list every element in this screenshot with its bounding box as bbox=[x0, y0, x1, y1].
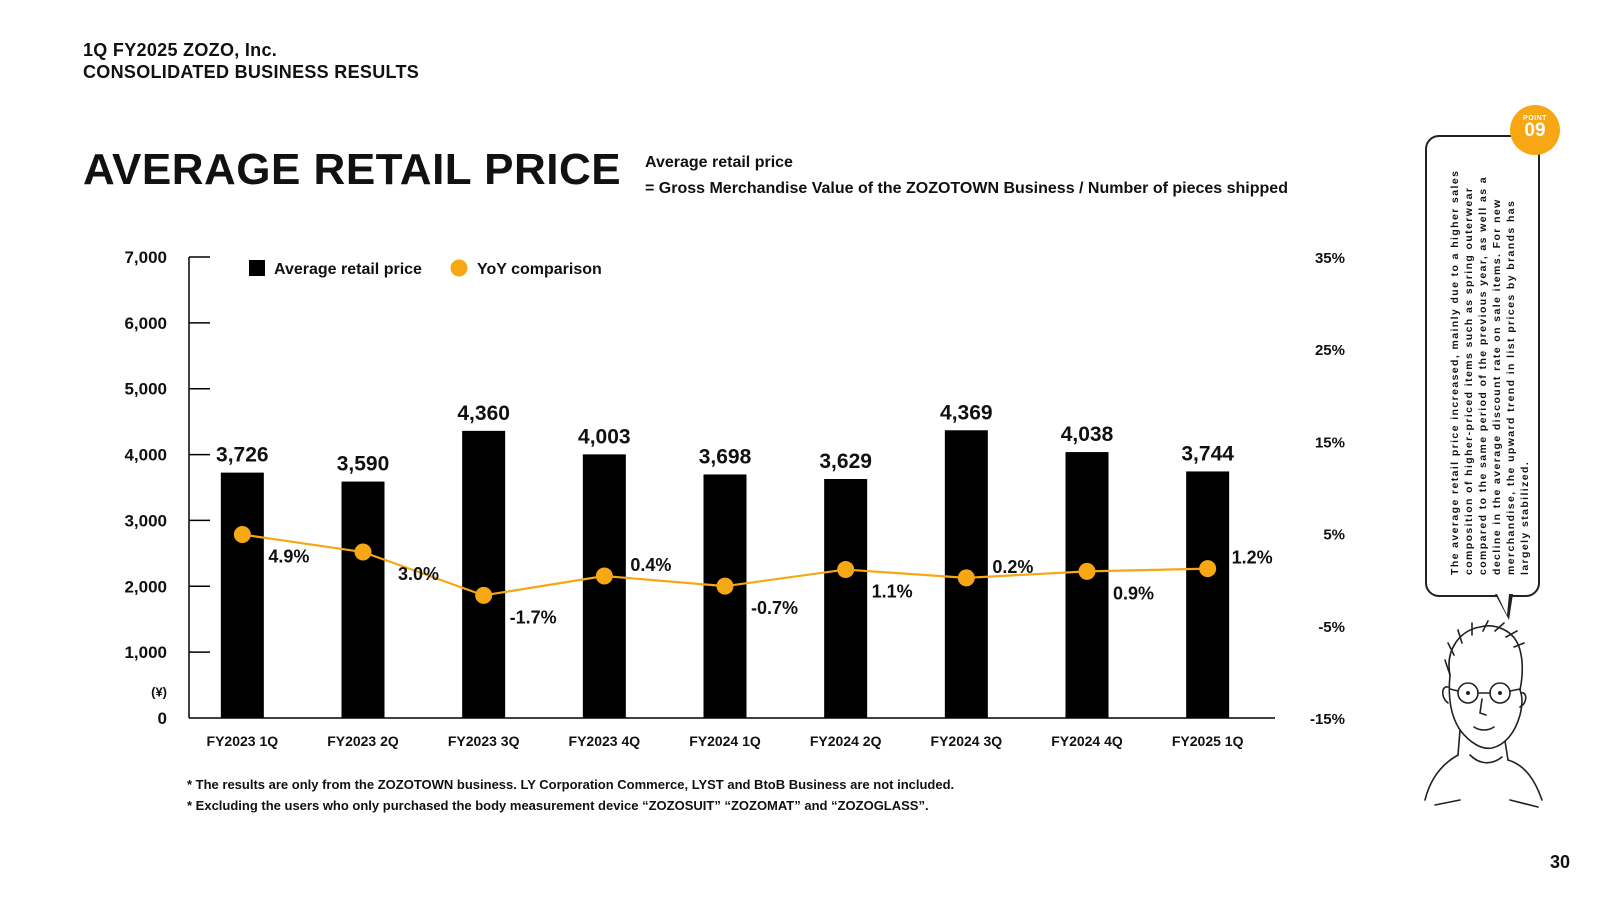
footnote: * The results are only from the ZOZOTOWN… bbox=[187, 777, 955, 792]
bar bbox=[341, 481, 385, 718]
yoy-value-label: -0.7% bbox=[751, 598, 798, 618]
bar bbox=[220, 472, 264, 718]
bar-value-label: 3,744 bbox=[1181, 442, 1234, 465]
bar-value-label: 4,360 bbox=[457, 402, 510, 425]
bar-value-label: 4,038 bbox=[1061, 423, 1114, 446]
bar-value-label: 3,590 bbox=[337, 453, 390, 476]
page-number: 30 bbox=[1549, 852, 1570, 872]
y-left-tick-label: 7,000 bbox=[124, 248, 167, 267]
yoy-point bbox=[957, 569, 975, 587]
bar bbox=[703, 474, 747, 718]
x-tick-label: FY2023 3Q bbox=[448, 733, 520, 749]
callout-bubble bbox=[1425, 135, 1540, 597]
point-badge-number: 09 bbox=[1524, 120, 1546, 141]
x-tick-label: FY2024 3Q bbox=[931, 733, 1003, 749]
bar bbox=[462, 430, 506, 718]
header-subtitle: CONSOLIDATED BUSINESS RESULTS bbox=[83, 62, 420, 82]
legend-line-label: YoY comparison bbox=[477, 261, 602, 278]
y-right-tick-label: 15% bbox=[1315, 434, 1345, 451]
presenter-portrait bbox=[1424, 620, 1543, 808]
yoy-point bbox=[1078, 562, 1096, 580]
bar bbox=[582, 454, 626, 718]
yoy-value-label: -1.7% bbox=[510, 607, 557, 627]
y-left-tick-label: 0 bbox=[158, 709, 167, 728]
footnote: * Excluding the users who only purchased… bbox=[187, 798, 929, 813]
yoy-point bbox=[716, 577, 734, 595]
yoy-point bbox=[837, 561, 855, 579]
yoy-value-label: 0.4% bbox=[630, 555, 671, 575]
x-tick-label: FY2024 4Q bbox=[1051, 733, 1123, 749]
x-tick-label: FY2024 1Q bbox=[689, 733, 761, 749]
page-title: AVERAGE RETAIL PRICE bbox=[83, 145, 622, 194]
y-right-tick-label: 5% bbox=[1323, 527, 1345, 544]
bar-value-label: 3,698 bbox=[699, 445, 752, 468]
definition-formula: = Gross Merchandise Value of the ZOZOTOW… bbox=[645, 180, 1288, 197]
x-tick-label: FY2023 2Q bbox=[327, 733, 399, 749]
yoy-value-label: 0.2% bbox=[992, 557, 1033, 577]
y-left-tick-label: 6,000 bbox=[124, 314, 167, 333]
y-left-tick-label: 3,000 bbox=[124, 511, 167, 530]
callout-text: The average retail price increased, main… bbox=[1449, 169, 1531, 575]
x-tick-label: FY2023 1Q bbox=[207, 733, 279, 749]
yoy-value-label: 1.1% bbox=[872, 582, 913, 602]
y-right-tick-label: -15% bbox=[1310, 711, 1345, 728]
y-left-tick-label: 2,000 bbox=[124, 577, 167, 596]
legend-line-swatch bbox=[450, 259, 468, 277]
y-left-tick-label: 1,000 bbox=[124, 643, 167, 662]
yoy-point bbox=[595, 567, 613, 585]
definition-term: Average retail price bbox=[645, 154, 793, 171]
header-company: 1Q FY2025 ZOZO, Inc. bbox=[83, 40, 278, 60]
legend-bar-swatch bbox=[249, 260, 265, 276]
yoy-point bbox=[1199, 560, 1217, 578]
bar bbox=[824, 479, 868, 718]
x-tick-label: FY2024 2Q bbox=[810, 733, 882, 749]
yoy-value-label: 0.9% bbox=[1113, 583, 1154, 603]
bar-value-label: 3,629 bbox=[819, 450, 872, 473]
legend-bar-label: Average retail price bbox=[274, 261, 422, 278]
y-right-tick-label: -5% bbox=[1318, 619, 1345, 636]
y-left-tick-label: 5,000 bbox=[124, 380, 167, 399]
point-badge-label: POINT bbox=[1523, 115, 1547, 122]
yoy-point bbox=[475, 586, 493, 604]
y-left-tick-label: 4,000 bbox=[124, 446, 167, 465]
callout-bubble-tail-fill bbox=[1497, 594, 1509, 615]
yoy-value-label: 4.9% bbox=[268, 547, 309, 567]
y-right-tick-label: 35% bbox=[1315, 250, 1345, 267]
yoy-point bbox=[354, 543, 372, 561]
point-badge: POINT 09 bbox=[1510, 105, 1560, 155]
yoy-value-label: 1.2% bbox=[1232, 548, 1273, 568]
yoy-value-label: 3.0% bbox=[398, 564, 439, 584]
yoy-point bbox=[233, 526, 251, 544]
bar-value-label: 3,726 bbox=[216, 444, 269, 467]
retail-price-chart: 0 1,000 2,000 3,000 4,000 5,000 6,000 7,000 (¥) -… bbox=[124, 248, 1345, 749]
y-left-unit-label: (¥) bbox=[151, 685, 167, 700]
y-right-tick-label: 25% bbox=[1315, 342, 1345, 359]
bar-value-label: 4,003 bbox=[578, 425, 631, 448]
bar-value-label: 4,369 bbox=[940, 401, 993, 424]
bar bbox=[1186, 471, 1230, 718]
bar bbox=[1065, 452, 1109, 718]
x-tick-label: FY2025 1Q bbox=[1172, 733, 1244, 749]
x-tick-label: FY2023 4Q bbox=[569, 733, 641, 749]
